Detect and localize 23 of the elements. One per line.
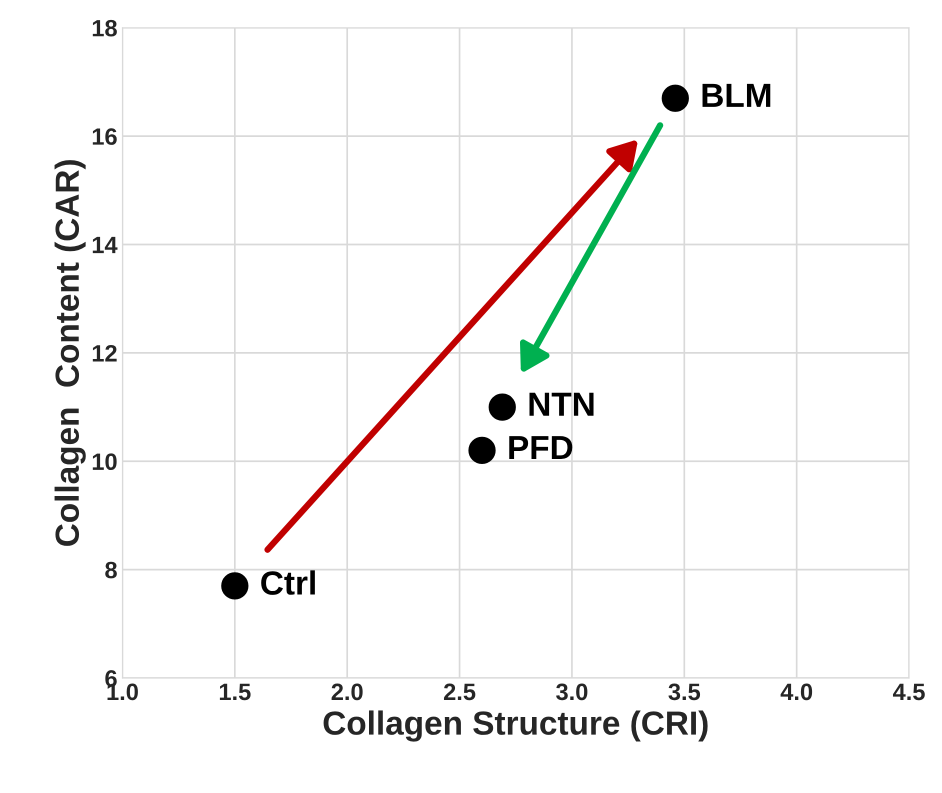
- x-tick-label: 4.5: [892, 684, 925, 700]
- x-tick-label: 3.5: [668, 684, 700, 700]
- series-label: NTN: [529, 392, 594, 416]
- point: [662, 84, 689, 112]
- x-tick-label: 2.0: [332, 684, 363, 700]
- y-tick-label: 14: [92, 236, 118, 254]
- point: [488, 393, 516, 421]
- point: [221, 572, 248, 600]
- y-axis-title: Collagen Content (CAR): [54, 160, 86, 546]
- y-tick-label: 10: [92, 453, 117, 470]
- x-tick-label: 4.0: [780, 684, 812, 700]
- y-tick-label: 18: [92, 20, 117, 37]
- y-tick-label: 12: [92, 344, 117, 362]
- x-tick-label: 2.5: [444, 684, 476, 700]
- point: [468, 436, 496, 464]
- x-tick-label: 1.5: [220, 684, 251, 700]
- y-tick-label: 8: [105, 562, 117, 578]
- series-label: Ctrl: [261, 570, 315, 595]
- y-tick-label: 16: [92, 128, 117, 145]
- series-label: PFD: [509, 436, 572, 460]
- x-axis-title: Collagen Structure (CRI): [324, 710, 708, 742]
- series-label: BLM: [702, 84, 770, 107]
- x-tick-label: 3.0: [556, 684, 588, 700]
